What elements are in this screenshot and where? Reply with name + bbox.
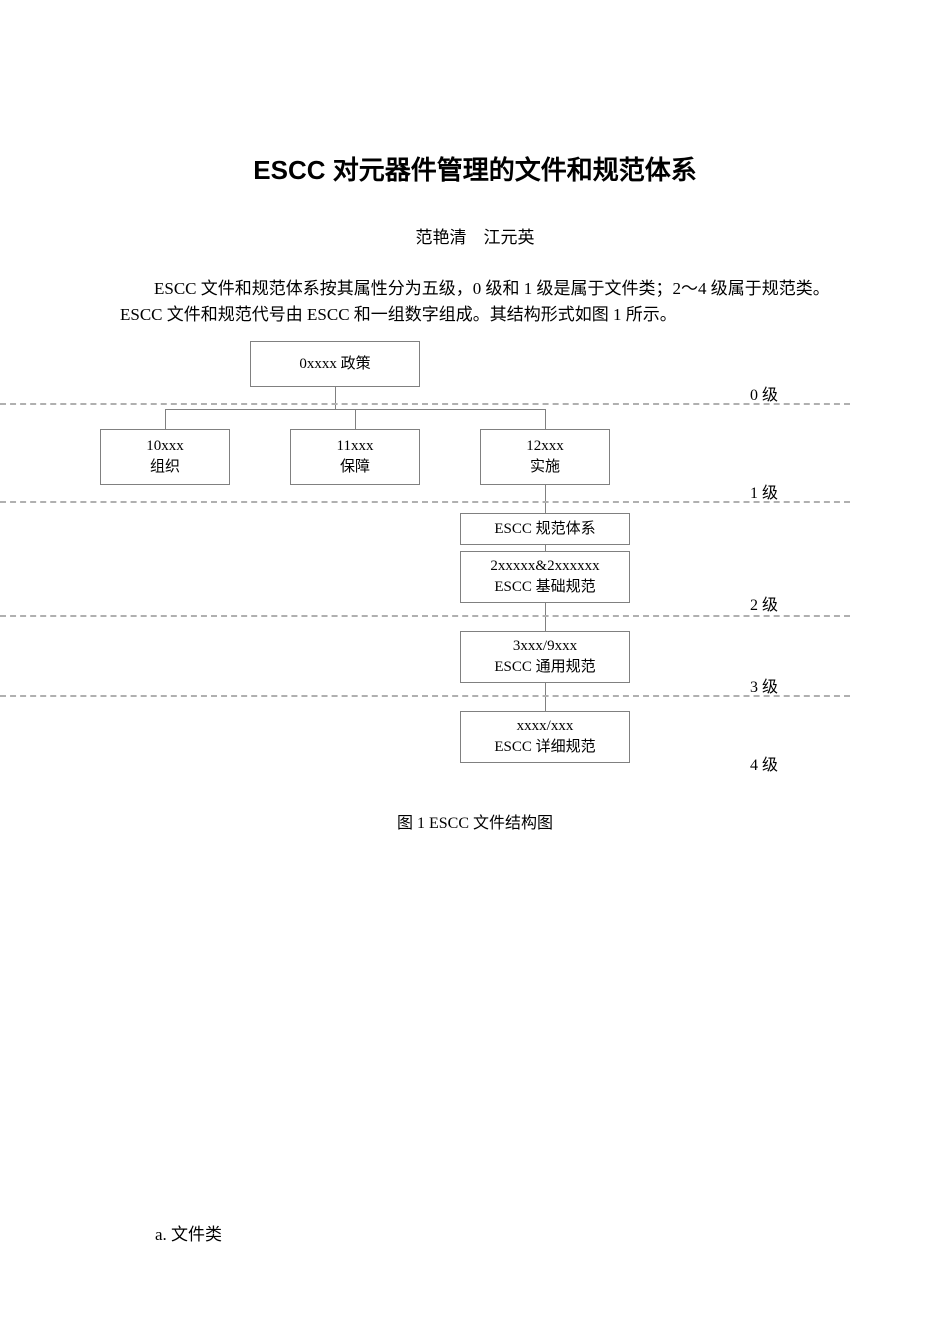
node-level2-header: ESCC 规范体系 <box>460 513 630 545</box>
connector <box>165 409 166 429</box>
node-line: 实施 <box>530 457 560 477</box>
connector <box>545 683 546 711</box>
document-page: ESCC 对元器件管理的文件和规范体系 范艳清 江元英 ESCC 文件和规范体系… <box>0 0 950 833</box>
node-line: 保障 <box>340 457 370 477</box>
connector <box>545 409 546 429</box>
node-level1-impl: 12xxx 实施 <box>480 429 610 485</box>
node-line: 组织 <box>150 457 180 477</box>
intro-paragraph: ESCC 文件和规范体系按其属性分为五级，0 级和 1 级是属于文件类；2～4 … <box>120 276 830 329</box>
node-level1-ensure: 11xxx 保障 <box>290 429 420 485</box>
node-line: 12xxx <box>526 436 564 456</box>
node-level4-detail: xxxx/xxx ESCC 详细规范 <box>460 711 630 763</box>
level-2-label: 2 级 <box>750 591 778 615</box>
level-0-label: 0 级 <box>750 381 778 405</box>
node-line: ESCC 基础规范 <box>494 577 595 597</box>
level-4-label: 4 级 <box>750 751 778 775</box>
node-line: ESCC 通用规范 <box>494 657 595 677</box>
page-title: ESCC 对元器件管理的文件和规范体系 <box>120 150 830 187</box>
level-3-label: 3 级 <box>750 673 778 697</box>
connector <box>545 603 546 631</box>
node-level2-basic: 2xxxxx&2xxxxxx ESCC 基础规范 <box>460 551 630 603</box>
node-line: ESCC 详细规范 <box>494 737 595 757</box>
level-divider <box>0 695 850 697</box>
escc-structure-diagram: 0xxxx 政策 0 级 10xxx 组织 11xxx 保障 12xxx 实施 … <box>110 333 830 803</box>
node-label: 0xxxx 政策 <box>299 354 370 374</box>
level-1-label: 1 级 <box>750 479 778 503</box>
level-divider <box>0 403 850 405</box>
node-level3-general: 3xxx/9xxx ESCC 通用规范 <box>460 631 630 683</box>
authors: 范艳清 江元英 <box>120 223 830 248</box>
node-label: ESCC 规范体系 <box>494 519 595 539</box>
connector <box>545 545 546 551</box>
node-line: 10xxx <box>146 436 184 456</box>
node-level0: 0xxxx 政策 <box>250 341 420 387</box>
figure-caption: 图 1 ESCC 文件结构图 <box>120 809 830 833</box>
connector <box>355 409 356 429</box>
level-divider <box>0 615 850 617</box>
node-line: 3xxx/9xxx <box>513 636 577 656</box>
node-line: 11xxx <box>337 436 374 456</box>
section-a-heading: a. 文件类 <box>155 1220 222 1245</box>
node-level1-org: 10xxx 组织 <box>100 429 230 485</box>
connector <box>545 485 546 513</box>
node-line: xxxx/xxx <box>517 716 574 736</box>
connector <box>335 387 336 409</box>
level-divider <box>0 501 850 503</box>
node-line: 2xxxxx&2xxxxxx <box>490 556 599 576</box>
